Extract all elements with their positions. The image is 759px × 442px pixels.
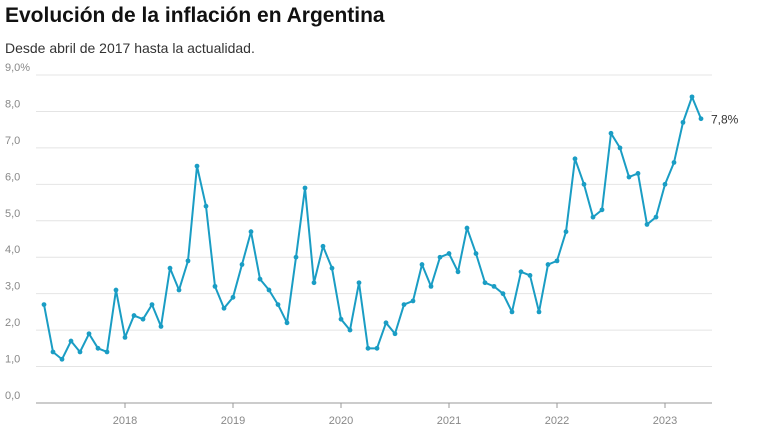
data-point (131, 313, 137, 318)
x-tick-label: 2023 (653, 415, 677, 427)
data-point (239, 262, 245, 267)
y-tick-label: 5,0 (5, 208, 20, 220)
data-point (77, 349, 83, 355)
data-point (176, 287, 182, 293)
data-point (491, 283, 497, 289)
y-tick-label: 9,0% (5, 62, 30, 74)
series-line (43, 95, 702, 361)
data-point (689, 94, 695, 100)
data-point (158, 324, 164, 329)
data-point (230, 294, 236, 300)
data-point (122, 335, 128, 340)
data-point (329, 265, 335, 271)
data-point (473, 251, 479, 256)
y-tick-label: 1,0 (5, 354, 20, 366)
data-point (671, 160, 677, 165)
data-point (455, 269, 461, 275)
data-point (95, 345, 101, 351)
data-point (104, 349, 110, 355)
last-value-label: 7,8% (711, 113, 739, 127)
data-point (302, 185, 308, 191)
data-point (500, 291, 506, 297)
x-tick-label: 2020 (329, 415, 353, 427)
data-point (365, 345, 371, 351)
x-tick-label: 2018 (113, 415, 137, 427)
x-tick-label: 2022 (545, 415, 569, 427)
y-tick-label: 2,0 (5, 317, 20, 329)
data-point (248, 229, 254, 235)
data-point (437, 254, 443, 260)
data-point (527, 273, 533, 278)
data-point (293, 254, 299, 260)
data-point (608, 130, 614, 136)
data-point (617, 145, 623, 151)
data-point (482, 280, 488, 286)
data-point (554, 258, 560, 264)
data-point (410, 298, 416, 304)
data-point (653, 214, 659, 220)
data-point (320, 243, 326, 249)
y-tick-label: 8,0 (5, 98, 20, 110)
data-point (257, 276, 263, 282)
data-point (599, 207, 605, 213)
data-point (419, 262, 425, 267)
data-point (374, 345, 380, 351)
data-point (140, 316, 146, 322)
data-point (572, 156, 578, 162)
data-point (347, 327, 353, 333)
data-point (221, 305, 227, 311)
data-point (635, 171, 641, 176)
data-point (86, 331, 92, 337)
data-point (590, 214, 596, 220)
data-point (662, 181, 668, 187)
data-point (50, 349, 56, 355)
data-point (518, 269, 524, 275)
data-point (644, 222, 650, 227)
chart-title: Evolución de la inflación en Argentina (5, 4, 385, 27)
data-point (185, 258, 191, 264)
data-point (383, 320, 389, 326)
data-point (446, 251, 452, 256)
data-point (194, 163, 200, 169)
data-point (509, 309, 515, 315)
data-point (212, 283, 218, 289)
y-tick-label: 6,0 (5, 171, 20, 183)
data-point (311, 280, 317, 286)
data-point (428, 283, 434, 289)
data-point (698, 116, 704, 122)
data-point (338, 316, 344, 322)
data-point (59, 356, 65, 362)
data-point (626, 174, 632, 180)
data-point (149, 302, 155, 307)
x-tick-label: 2019 (221, 415, 245, 427)
chart-subtitle: Desde abril de 2017 hasta la actualidad. (5, 40, 255, 56)
data-point (401, 302, 407, 307)
data-point (41, 302, 47, 307)
y-tick-label: 0,0 (5, 390, 20, 402)
data-point (356, 280, 362, 286)
data-point (581, 181, 587, 187)
data-point (203, 203, 209, 209)
data-point (392, 331, 398, 337)
y-tick-label: 4,0 (5, 244, 20, 256)
data-point (536, 309, 542, 315)
y-tick-label: 7,0 (5, 135, 20, 147)
data-point (464, 225, 470, 231)
y-tick-label: 3,0 (5, 281, 20, 293)
data-point (284, 320, 290, 326)
data-point (563, 229, 569, 235)
data-point (545, 262, 551, 267)
data-point (266, 287, 272, 293)
data-point (113, 287, 119, 293)
data-point (680, 119, 686, 125)
x-tick-label: 2021 (437, 415, 461, 427)
data-point (68, 338, 74, 344)
data-point (167, 265, 173, 271)
data-point (275, 302, 281, 307)
